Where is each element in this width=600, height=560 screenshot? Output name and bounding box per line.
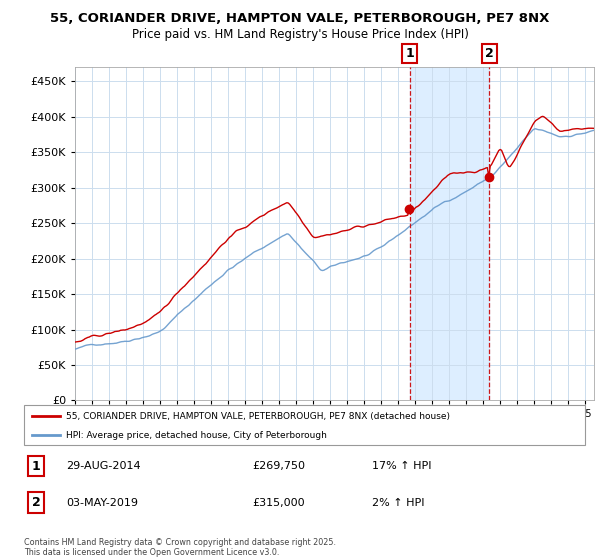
Text: 1: 1 bbox=[32, 460, 40, 473]
Bar bbox=[410, 67, 489, 400]
Text: 29-AUG-2014: 29-AUG-2014 bbox=[66, 461, 140, 471]
Text: 1: 1 bbox=[405, 46, 414, 60]
Text: 2: 2 bbox=[485, 46, 493, 60]
Text: 55, CORIANDER DRIVE, HAMPTON VALE, PETERBOROUGH, PE7 8NX (detached house): 55, CORIANDER DRIVE, HAMPTON VALE, PETER… bbox=[66, 412, 450, 421]
Text: HPI: Average price, detached house, City of Peterborough: HPI: Average price, detached house, City… bbox=[66, 431, 327, 440]
Text: £269,750: £269,750 bbox=[252, 461, 305, 471]
Text: 03-MAY-2019: 03-MAY-2019 bbox=[66, 498, 138, 507]
Text: 2: 2 bbox=[32, 496, 40, 509]
Text: 17% ↑ HPI: 17% ↑ HPI bbox=[372, 461, 431, 471]
Text: 55, CORIANDER DRIVE, HAMPTON VALE, PETERBOROUGH, PE7 8NX: 55, CORIANDER DRIVE, HAMPTON VALE, PETER… bbox=[50, 12, 550, 25]
Text: 2% ↑ HPI: 2% ↑ HPI bbox=[372, 498, 425, 507]
FancyBboxPatch shape bbox=[24, 405, 585, 445]
Text: Contains HM Land Registry data © Crown copyright and database right 2025.
This d: Contains HM Land Registry data © Crown c… bbox=[24, 538, 336, 557]
Text: Price paid vs. HM Land Registry's House Price Index (HPI): Price paid vs. HM Land Registry's House … bbox=[131, 28, 469, 41]
Text: £315,000: £315,000 bbox=[252, 498, 305, 507]
